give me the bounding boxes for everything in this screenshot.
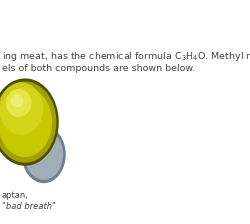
Ellipse shape (30, 135, 43, 151)
Ellipse shape (22, 126, 66, 183)
Ellipse shape (0, 78, 59, 166)
Ellipse shape (0, 87, 52, 157)
Text: ing meat, has the chemical formula $\mathrm{C_3H_4O}$. Methyl mercaptan: ing meat, has the chemical formula $\mat… (2, 50, 250, 63)
Ellipse shape (24, 129, 63, 180)
Text: aptan,: aptan, (2, 191, 29, 200)
Ellipse shape (11, 94, 23, 107)
Text: "bad breath": "bad breath" (2, 202, 56, 211)
Ellipse shape (6, 89, 32, 117)
Ellipse shape (26, 132, 50, 160)
Ellipse shape (0, 82, 43, 135)
Text: els of both compounds are shown below.: els of both compounds are shown below. (2, 64, 195, 73)
Ellipse shape (0, 82, 56, 163)
